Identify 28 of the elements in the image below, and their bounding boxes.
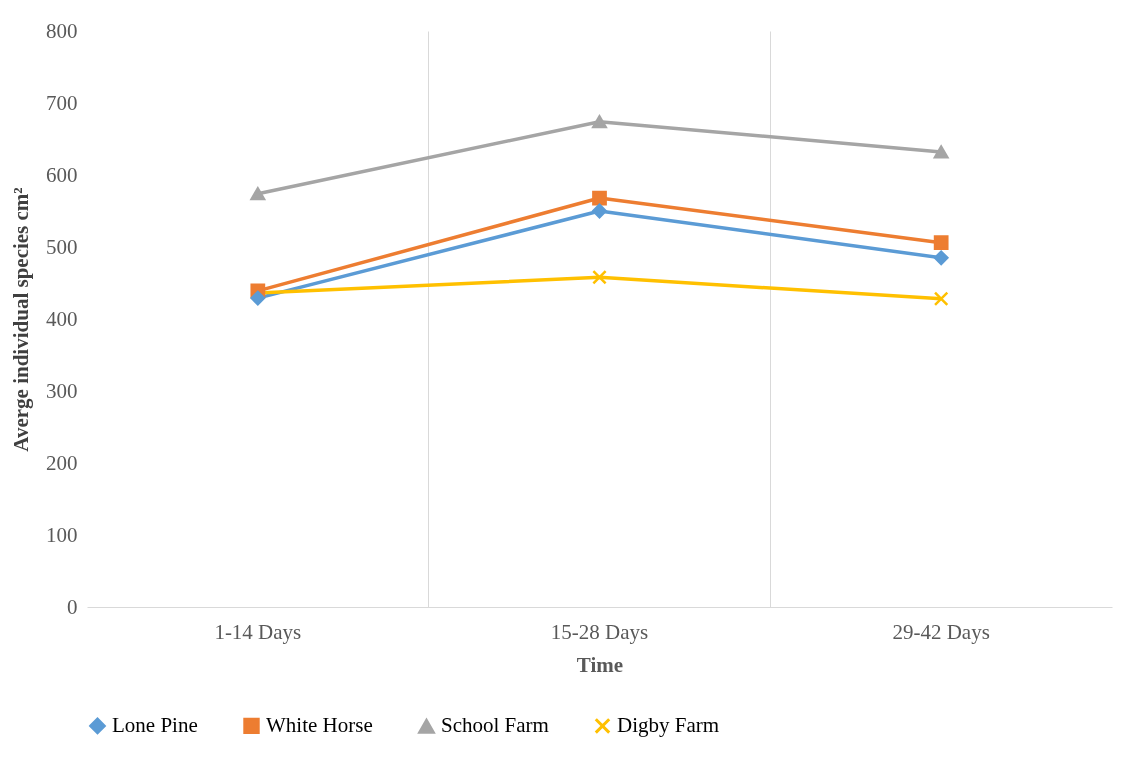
legend-label: Lone Pine <box>112 712 198 737</box>
point <box>250 187 266 201</box>
point <box>592 269 607 285</box>
y-tick-label: 600 <box>46 162 78 187</box>
legend-label: White Horse <box>266 712 373 737</box>
y-tick-label: 800 <box>46 18 78 43</box>
x-axis-title: Time <box>576 652 624 677</box>
y-tick-label: 500 <box>46 234 78 259</box>
point <box>933 250 949 266</box>
y-tick-label: 200 <box>46 450 78 475</box>
x-tick-label: 29-42 Days <box>892 619 990 644</box>
y-axis-title: Averge individual species cm² <box>9 187 33 452</box>
point <box>592 203 607 219</box>
point <box>592 190 607 206</box>
point <box>933 235 949 251</box>
point <box>250 290 266 306</box>
x-tick-label: 1-14 Days <box>214 619 302 644</box>
point <box>592 115 607 129</box>
y-tick-label: 0 <box>67 594 78 619</box>
y-tick-label: 700 <box>46 90 78 115</box>
y-tick-label: 300 <box>46 378 78 403</box>
x-tick-label: 15-28 Days <box>550 619 649 644</box>
legend-label: School Farm <box>441 713 549 738</box>
point <box>933 145 949 159</box>
y-tick-label: 400 <box>46 306 78 331</box>
y-tick-label: 100 <box>46 522 78 547</box>
point <box>933 291 949 307</box>
legend-label: Digby Farm <box>617 712 720 737</box>
